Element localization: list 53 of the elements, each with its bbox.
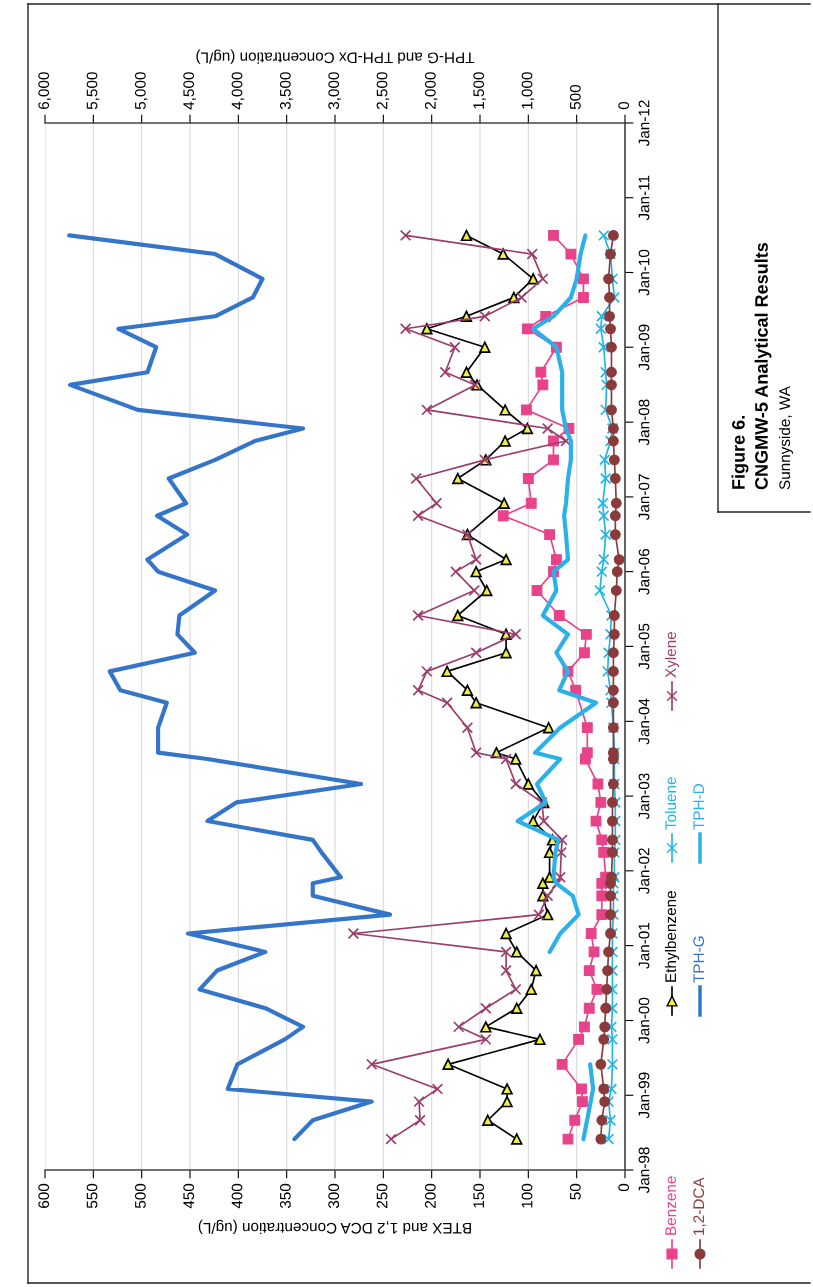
x2-tick-label: 3,000: [328, 72, 341, 110]
y-tick-label: Jan-12: [638, 100, 650, 147]
x-tick-label: 600: [38, 1183, 50, 1208]
text: Xylene: [664, 631, 680, 678]
x-tick-label: 200: [424, 1183, 436, 1208]
text: Sunnyside, WA: [778, 386, 794, 490]
x2-tick-label: 4,500: [183, 72, 196, 110]
text: Toluene: [664, 777, 677, 830]
x-tick-label: 50: [569, 1183, 581, 1200]
x-tick-label: 450: [183, 1183, 195, 1209]
x2-tick-label: 2,000: [424, 72, 438, 110]
x2-tick-label: 500: [569, 84, 581, 110]
x2-tick-label: 2,500: [376, 72, 390, 110]
x2-tick-label: 5,500: [86, 72, 100, 110]
y-tick-label: Jan-00: [638, 997, 650, 1044]
text: CNGMW-5 Analytical Results: [754, 242, 772, 490]
y-tick-label: Jan-06: [638, 548, 650, 595]
y-tick-label: Jan-05: [638, 623, 650, 670]
text: Benzene: [665, 1176, 677, 1235]
y-tick-label: Jan-08: [638, 399, 650, 446]
x-tick-label: 250: [376, 1183, 388, 1208]
x2-axis-title: TPH-G and TPH-Dx Concentration (ug/L): [196, 49, 475, 64]
x2-tick-label: 6,000: [38, 72, 51, 110]
y-tick-label: Jan-04: [638, 698, 650, 745]
y-tick-label: Jan-01: [638, 922, 650, 969]
x-tick-label: 100: [521, 1183, 533, 1208]
x-tick-label: 300: [328, 1183, 340, 1209]
x-axis-title: BTEX and 1,2 DCA Concentration (ug/L): [198, 1219, 471, 1235]
x-tick-label: 150: [473, 1183, 485, 1208]
x-tick-label: 0: [618, 1183, 630, 1192]
text: Figure 6.: [731, 416, 749, 489]
y-tick-label: Jan-99: [638, 1072, 650, 1119]
x2-tick-label: 4,000: [231, 72, 245, 110]
x-tick-label: 350: [279, 1183, 291, 1209]
x2-tick-label: 3,500: [279, 72, 293, 110]
x-tick-label: 500: [134, 1183, 146, 1209]
y-tick-label: Jan-02: [638, 848, 650, 894]
x2-tick-label: 5,000: [134, 72, 148, 110]
text: TPH-G: [693, 936, 705, 983]
x2-tick-label: 1,000: [521, 72, 535, 109]
y-tick-label: Jan-98: [638, 1147, 650, 1194]
x2-tick-label: 0: [618, 101, 630, 110]
text: Ethylbenzene: [664, 891, 680, 982]
y-tick-label: Jan-10: [638, 249, 650, 296]
x-tick-label: 550: [86, 1183, 98, 1209]
y-tick-label: Jan-11: [638, 175, 650, 221]
x-tick-label: 400: [231, 1183, 243, 1209]
y-tick-label: Jan-03: [638, 773, 650, 820]
x2-tick-label: 1,500: [473, 72, 486, 109]
y-tick-label: Jan-09: [638, 324, 650, 371]
text: TPH-D: [693, 784, 704, 830]
y-tick-label: Jan-07: [638, 474, 650, 521]
text: 1,2-DCA: [693, 1177, 706, 1235]
